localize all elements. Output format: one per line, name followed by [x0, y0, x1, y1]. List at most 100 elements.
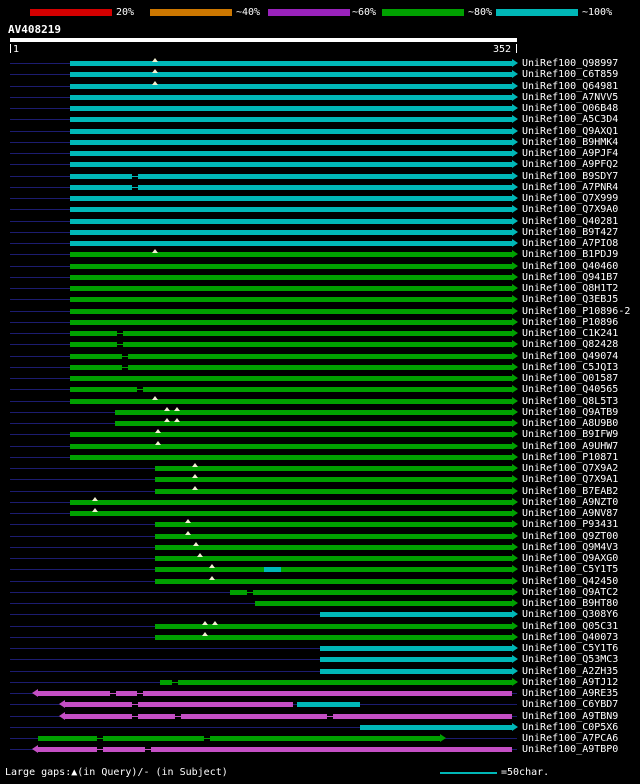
- alignment-bar[interactable]: [70, 387, 512, 393]
- hit-label[interactable]: UniRef100_Q06B48: [522, 103, 619, 114]
- alignment-bar[interactable]: [70, 263, 512, 269]
- alignment-bar[interactable]: [70, 297, 512, 303]
- hit-label[interactable]: UniRef100_Q941B7: [522, 271, 619, 283]
- alignment-bar[interactable]: [65, 713, 512, 719]
- hit-label[interactable]: UniRef100_Q9ATC2: [522, 586, 619, 598]
- hit-label[interactable]: UniRef100_A9PFQ2: [522, 159, 619, 171]
- hit-label[interactable]: UniRef100_Q9M4V3: [522, 541, 619, 553]
- hit-label[interactable]: UniRef100_B9HT80: [522, 598, 619, 609]
- alignment-bar[interactable]: [70, 454, 512, 460]
- hit-label[interactable]: UniRef100_Q64981: [522, 80, 619, 92]
- alignment-bar[interactable]: [70, 106, 512, 111]
- hit-label[interactable]: UniRef100_Q82428: [522, 339, 619, 351]
- hit-label[interactable]: UniRef100_B9T427: [522, 226, 619, 238]
- hit-label[interactable]: UniRef100_A5C3D4: [522, 114, 619, 126]
- alignment-bar[interactable]: [320, 646, 512, 651]
- alignment-bar[interactable]: [70, 398, 512, 404]
- hit-label[interactable]: UniRef100_C0P5X6: [522, 721, 619, 733]
- alignment-bar[interactable]: [281, 567, 512, 573]
- hit-label[interactable]: UniRef100_Q9ATB9: [522, 406, 619, 418]
- hit-label[interactable]: UniRef100_Q308Y6: [522, 609, 619, 621]
- hit-label[interactable]: UniRef100_B9IFW9: [522, 429, 619, 441]
- hit-label[interactable]: UniRef100_P10871: [522, 451, 619, 463]
- hit-label[interactable]: UniRef100_B7EAB2: [522, 485, 619, 497]
- alignment-bar[interactable]: [160, 679, 512, 685]
- alignment-bar[interactable]: [320, 668, 512, 674]
- hit-label[interactable]: UniRef100_C5Y1T6: [522, 643, 619, 654]
- alignment-bar[interactable]: [65, 702, 293, 708]
- alignment-bar[interactable]: [155, 634, 512, 640]
- alignment-bar[interactable]: [70, 229, 512, 235]
- alignment-bar[interactable]: [155, 578, 512, 584]
- alignment-bar[interactable]: [155, 556, 512, 561]
- hit-label[interactable]: UniRef100_Q40460: [522, 260, 619, 272]
- alignment-bar[interactable]: [320, 657, 512, 663]
- alignment-bar[interactable]: [155, 567, 264, 573]
- hit-label[interactable]: UniRef100_A7NVV5: [522, 91, 619, 103]
- hit-label[interactable]: UniRef100_A9NV87: [522, 508, 619, 519]
- alignment-bar[interactable]: [155, 623, 512, 629]
- hit-label[interactable]: UniRef100_A9PJF4: [522, 148, 619, 159]
- hit-label[interactable]: UniRef100_C1K241: [522, 328, 619, 339]
- hit-label[interactable]: UniRef100_A9TJ12: [522, 676, 619, 688]
- alignment-bar[interactable]: [70, 241, 512, 246]
- alignment-bar[interactable]: [360, 724, 512, 730]
- hit-label[interactable]: UniRef100_P93431: [522, 519, 619, 531]
- hit-label[interactable]: UniRef100_A7PIO8: [522, 238, 619, 249]
- alignment-bar[interactable]: [38, 736, 440, 741]
- alignment-bar[interactable]: [155, 477, 512, 483]
- alignment-bar[interactable]: [70, 274, 512, 280]
- alignment-bar[interactable]: [155, 466, 512, 471]
- alignment-bar[interactable]: [70, 432, 512, 438]
- hit-label[interactable]: UniRef100_Q9AXG0: [522, 553, 619, 564]
- alignment-bar[interactable]: [70, 376, 512, 381]
- hit-label[interactable]: UniRef100_Q7X9A2: [522, 463, 619, 474]
- hit-label[interactable]: UniRef100_Q40281: [522, 215, 619, 227]
- alignment-bar[interactable]: [70, 511, 512, 516]
- alignment-bar[interactable]: [70, 499, 512, 505]
- alignment-bar[interactable]: [155, 488, 512, 494]
- hit-label[interactable]: UniRef100_Q8L5T3: [522, 395, 619, 407]
- hit-label[interactable]: UniRef100_A9UHW7: [522, 440, 619, 452]
- alignment-bar[interactable]: [70, 72, 512, 78]
- alignment-bar[interactable]: [70, 364, 512, 370]
- hit-label[interactable]: UniRef100_A2ZH35: [522, 665, 619, 677]
- alignment-bar[interactable]: [70, 139, 512, 145]
- hit-label[interactable]: UniRef100_B9HMK4: [522, 136, 619, 148]
- alignment-bar[interactable]: [70, 173, 512, 179]
- hit-label[interactable]: UniRef100_C5Y1T5: [522, 564, 619, 576]
- hit-label[interactable]: UniRef100_C6T859: [522, 69, 619, 81]
- hit-label[interactable]: UniRef100_A9TBN9: [522, 710, 619, 722]
- alignment-bar[interactable]: [70, 207, 512, 213]
- hit-label[interactable]: UniRef100_A7PNR4: [522, 181, 619, 193]
- hit-label[interactable]: UniRef100_C5JQI3: [522, 361, 619, 373]
- alignment-bar[interactable]: [70, 162, 512, 168]
- hit-label[interactable]: UniRef100_P10896-2: [522, 305, 631, 317]
- hit-label[interactable]: UniRef100_Q49074: [522, 350, 619, 362]
- alignment-bar[interactable]: [70, 83, 512, 89]
- alignment-bar[interactable]: [230, 589, 512, 595]
- alignment-bar[interactable]: [38, 691, 512, 696]
- alignment-bar[interactable]: [70, 308, 512, 314]
- alignment-bar[interactable]: [115, 421, 512, 426]
- hit-label[interactable]: UniRef100_Q8H1T2: [522, 283, 619, 294]
- alignment-bar[interactable]: [155, 533, 512, 539]
- hit-label[interactable]: UniRef100_Q7X9A0: [522, 204, 619, 216]
- hit-label[interactable]: UniRef100_Q53MC3: [522, 654, 619, 666]
- alignment-bar[interactable]: [38, 747, 512, 753]
- alignment-bar[interactable]: [70, 252, 512, 258]
- alignment-bar[interactable]: [70, 353, 512, 359]
- alignment-bar[interactable]: [70, 443, 512, 449]
- alignment-bar[interactable]: [70, 331, 512, 336]
- hit-label[interactable]: UniRef100_Q9ZT00: [522, 530, 619, 542]
- hit-label[interactable]: UniRef100_Q98997: [522, 58, 619, 69]
- hit-label[interactable]: UniRef100_A9NZT0: [522, 496, 619, 508]
- alignment-bar[interactable]: [70, 218, 512, 224]
- alignment-bar[interactable]: [155, 522, 512, 528]
- hit-label[interactable]: UniRef100_B1PDJ9: [522, 249, 619, 261]
- alignment-bar[interactable]: [70, 151, 512, 156]
- alignment-bar[interactable]: [70, 128, 512, 134]
- hit-label[interactable]: UniRef100_B9SDY7: [522, 170, 619, 182]
- hit-label[interactable]: UniRef100_Q40565: [522, 384, 619, 396]
- alignment-bar[interactable]: [155, 544, 512, 550]
